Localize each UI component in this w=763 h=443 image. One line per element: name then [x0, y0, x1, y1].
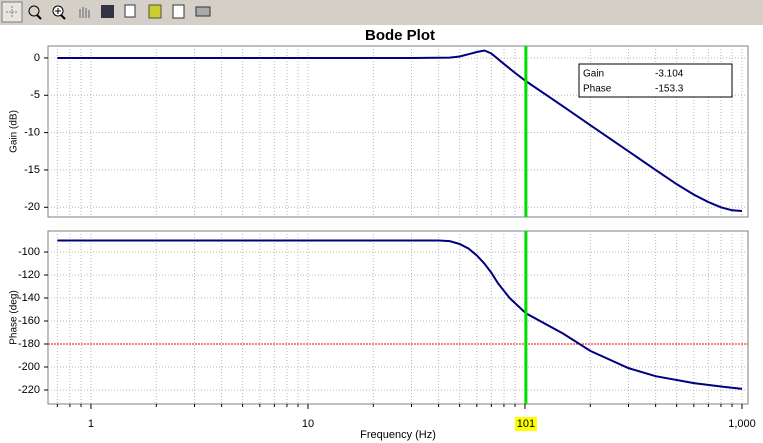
y-tick-label: -140 — [18, 292, 40, 304]
readout-value: -153.3 — [655, 84, 684, 95]
toolbar — [0, 0, 763, 25]
x-tick-label: 10 — [302, 418, 314, 430]
x-axis-label: Frequency (Hz) — [360, 429, 436, 441]
chart-title: Bode Plot — [365, 27, 435, 44]
cursor-label-background — [514, 417, 537, 431]
y-tick-label: -15 — [24, 164, 40, 176]
plot-area — [47, 230, 749, 405]
series-line — [57, 239, 743, 390]
y-tick-label: -160 — [18, 315, 40, 327]
y-tick-label: -120 — [18, 269, 40, 281]
export-button[interactable] — [148, 4, 162, 19]
preview-button[interactable] — [172, 4, 185, 19]
y-tick-label: -5 — [30, 89, 40, 101]
print-button[interactable] — [195, 6, 211, 17]
cursor-label: 101 — [517, 418, 535, 430]
pan-button[interactable] — [79, 7, 90, 18]
y-tick-label: -180 — [18, 338, 40, 350]
x-tick-label: 1 — [88, 418, 94, 430]
toolbar-background — [0, 0, 763, 25]
cursor-readout: Gain -3.104 Phase -153.3 — [578, 63, 733, 98]
y-tick-label: -100 — [18, 246, 40, 258]
copy-button[interactable] — [124, 4, 136, 18]
x-tick-label: 1,000 — [728, 418, 756, 430]
zoom-in-button[interactable] — [52, 5, 66, 20]
y-tick-label: 0 — [34, 52, 40, 64]
series-line — [57, 49, 743, 213]
crosshair-icon — [6, 6, 18, 18]
y-tick-label: -10 — [24, 127, 40, 139]
y-axis-label: Gain (dB) — [9, 110, 20, 153]
readout-label: Gain — [583, 69, 604, 80]
readout-value: -3.104 — [655, 69, 684, 80]
y-tick-label: -20 — [24, 201, 40, 213]
zoom-button[interactable] — [28, 5, 42, 20]
y-tick-label: -220 — [18, 384, 40, 396]
y-tick-label: -200 — [18, 361, 40, 373]
readout-box — [578, 63, 733, 98]
save-button[interactable] — [101, 5, 114, 18]
y-axis-label: Phase (deg) — [9, 290, 20, 344]
readout-label: Phase — [583, 84, 612, 95]
